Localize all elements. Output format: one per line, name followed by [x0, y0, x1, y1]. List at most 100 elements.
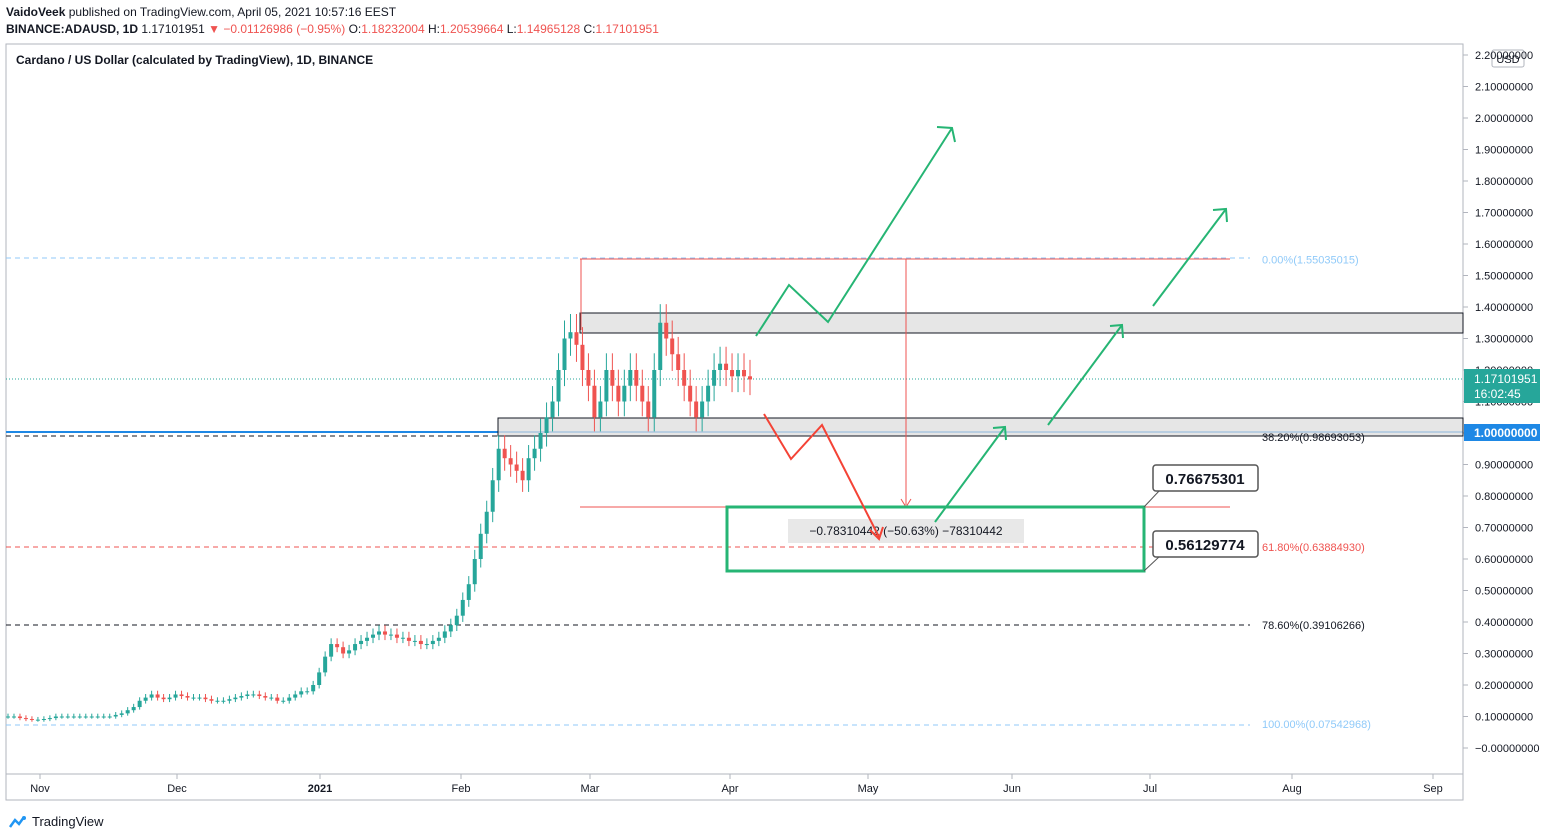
candle-body [688, 385, 693, 402]
candle-body [149, 694, 154, 698]
high-value: 1.20539664 [439, 22, 504, 36]
open-label: O: [348, 22, 362, 36]
candle-body [47, 718, 52, 720]
candle-body [335, 644, 340, 648]
footer-brand-label: TradingView [32, 814, 104, 829]
price-tick-label: 1.40000000 [1475, 302, 1533, 314]
close-value: 1.17101951 [595, 22, 659, 36]
low-value: 1.14965128 [516, 22, 581, 36]
last-price: 1.17101951 [141, 22, 205, 36]
open-value: 1.18232004 [361, 22, 425, 36]
candle-body [53, 716, 58, 719]
candle-body [179, 694, 184, 697]
price-tick-label: 0.10000000 [1475, 712, 1533, 724]
high-label: H: [427, 22, 440, 36]
bullish-path-3[interactable] [1047, 324, 1123, 426]
candle-body [167, 697, 172, 700]
callout-1-box[interactable] [1152, 464, 1259, 492]
candle-body [388, 634, 393, 636]
price-tick-label: 2.00000000 [1475, 113, 1533, 125]
price-tick-label: 1.90000000 [1475, 145, 1533, 157]
callout-2-box[interactable] [1152, 530, 1259, 558]
candle-body [161, 697, 166, 700]
candle-body [317, 672, 322, 685]
fib-level-label: 0.00%(1.55035015) [1262, 255, 1359, 267]
candle-body [478, 533, 483, 559]
support-zone[interactable] [497, 417, 1464, 437]
candlestick-series [6, 304, 752, 722]
candle-body [694, 401, 699, 418]
bullish-arrowhead-3-icon [1109, 323, 1124, 339]
fib-level-label: 78.60%(0.39106266) [1262, 620, 1365, 632]
price-tick-label: 1.80000000 [1475, 176, 1533, 188]
candle-body [640, 385, 645, 402]
candle-body [514, 464, 519, 471]
candle-body [11, 716, 16, 718]
fib-level-label: 100.00%(0.07542968) [1262, 719, 1371, 731]
candle-body [604, 370, 609, 402]
price-chart[interactable]: Cardano / US Dollar (calculated by Tradi… [0, 0, 1559, 808]
candle-body [430, 640, 435, 645]
publish-line: VaidoVeek published on TradingView.com, … [6, 5, 396, 19]
candle-body [341, 647, 346, 654]
candle-body [598, 401, 603, 418]
price-tick-label: 2.20000000 [1475, 50, 1533, 62]
price-tick-label: 0.50000000 [1475, 586, 1533, 598]
time-tick-label: Dec [167, 783, 187, 795]
candle-body [185, 696, 190, 698]
candle-body [299, 691, 304, 695]
candle-body [736, 370, 741, 377]
footer-brand[interactable]: TradingView [8, 814, 104, 829]
candle-body [520, 470, 525, 481]
candle-body [251, 694, 256, 696]
candle-body [293, 694, 298, 698]
time-tick-label: Nov [30, 783, 50, 795]
symbol-label: BINANCE:ADAUSD, 1D [6, 22, 139, 36]
bullish-path-4[interactable] [934, 426, 1006, 523]
candle-body [424, 644, 429, 646]
candle-body [281, 700, 286, 702]
time-tick-label: Apr [721, 783, 738, 795]
candle-body [466, 584, 471, 600]
time-tick-label: Sep [1423, 783, 1443, 795]
candle-body [658, 322, 663, 370]
candle-body [119, 713, 124, 715]
candle-body [155, 694, 160, 698]
time-tick-label: Mar [581, 783, 600, 795]
time-tick-label: 2021 [308, 783, 332, 795]
candle-body [227, 699, 232, 701]
candle-body [442, 631, 447, 638]
candle-body [562, 338, 567, 370]
currency-badge[interactable] [1491, 49, 1525, 68]
candle-body [131, 707, 136, 711]
price-tick-label: 2.10000000 [1475, 82, 1533, 94]
candle-body [245, 694, 250, 697]
candle-body [215, 700, 220, 702]
price-tick-label: 0.80000000 [1475, 491, 1533, 503]
bullish-path-1[interactable] [755, 127, 953, 337]
candle-body [706, 385, 711, 402]
callout-2-label: 0.56129774 [1165, 537, 1245, 554]
candle-body [568, 332, 573, 339]
bullish-path-2[interactable] [1152, 208, 1227, 307]
candle-body [634, 370, 639, 386]
author-name[interactable]: VaidoVeek [6, 5, 66, 19]
candle-body [700, 401, 705, 418]
candle-body [29, 719, 34, 721]
close-label: C: [583, 22, 596, 36]
candle-body [239, 696, 244, 698]
time-tick-label: Aug [1282, 783, 1302, 795]
candle-body [71, 716, 76, 718]
candle-body [538, 433, 543, 449]
resistance-zone[interactable] [579, 312, 1464, 334]
price-tick-label: −0.00000000 [1475, 743, 1540, 755]
time-tick-label: Jul [1143, 783, 1157, 795]
candle-body [107, 716, 112, 718]
candle-body [233, 697, 238, 700]
bearish-path[interactable] [763, 413, 880, 538]
target-box[interactable] [725, 505, 1146, 573]
bullish-arrowhead-2-icon [1212, 207, 1228, 223]
candle-body [17, 716, 22, 719]
fib-level-label: 38.20%(0.98693053) [1262, 432, 1365, 444]
price-tick-label: 0.20000000 [1475, 680, 1533, 692]
